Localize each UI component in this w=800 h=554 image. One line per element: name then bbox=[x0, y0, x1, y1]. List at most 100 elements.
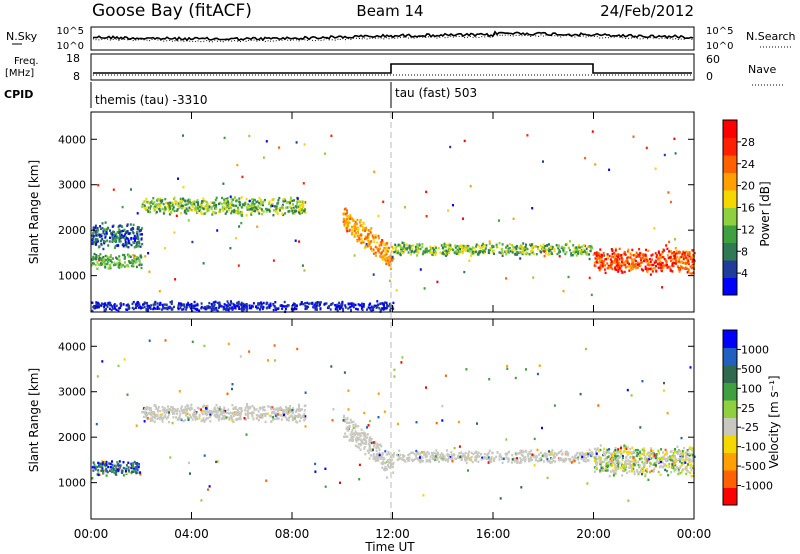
echo-cell bbox=[358, 304, 361, 307]
echo-cell bbox=[154, 307, 157, 310]
echo-cell bbox=[488, 378, 491, 381]
echo-cell bbox=[391, 245, 394, 249]
echo-cell bbox=[215, 415, 218, 419]
echo-cell bbox=[673, 455, 676, 458]
echo-cell bbox=[106, 262, 109, 265]
echo-cell bbox=[193, 410, 196, 413]
echo-cell bbox=[577, 250, 580, 254]
echo-cell bbox=[611, 255, 614, 258]
colorbar-swatch bbox=[723, 137, 737, 156]
echo-cell bbox=[269, 304, 272, 307]
echo-cell bbox=[410, 244, 413, 248]
echo-cell bbox=[241, 211, 244, 214]
echo-cell bbox=[628, 466, 631, 469]
echo-cell bbox=[329, 303, 332, 306]
echo-cell bbox=[365, 243, 368, 246]
echo-cell bbox=[356, 234, 359, 238]
echo-cell bbox=[420, 460, 423, 463]
echo-cell bbox=[223, 205, 226, 208]
echo-cell bbox=[555, 244, 558, 247]
echo-cell bbox=[635, 251, 638, 254]
echo-cell bbox=[521, 458, 524, 461]
echo-cell bbox=[593, 466, 596, 469]
echo-cell bbox=[189, 207, 192, 211]
echo-cell bbox=[354, 225, 357, 228]
echo-cell bbox=[632, 467, 635, 471]
y-tick-label: 2000 bbox=[58, 431, 86, 444]
echo-cell bbox=[675, 460, 678, 463]
echo-cell bbox=[417, 251, 420, 254]
echo-cell bbox=[360, 428, 363, 431]
echo-cell bbox=[398, 455, 401, 458]
echo-cell bbox=[217, 417, 220, 420]
echo-cell bbox=[636, 469, 638, 472]
echo-cell bbox=[134, 470, 137, 473]
echo-cell bbox=[266, 306, 269, 309]
echo-cell bbox=[241, 203, 244, 206]
echo-cell bbox=[140, 229, 142, 232]
echo-cell bbox=[95, 242, 98, 246]
echo-cell bbox=[564, 450, 567, 453]
echo-cell bbox=[250, 213, 253, 216]
echo-cell bbox=[222, 408, 225, 411]
echo-cell bbox=[663, 249, 666, 252]
echo-cell bbox=[286, 206, 289, 209]
echo-cell bbox=[477, 451, 480, 454]
echo-cell bbox=[375, 449, 378, 452]
echo-cell bbox=[242, 302, 245, 306]
echo-cell bbox=[544, 452, 547, 455]
echo-cell bbox=[522, 247, 525, 250]
echo-cell bbox=[625, 471, 628, 474]
echo-cell bbox=[244, 202, 247, 205]
echo-cell bbox=[93, 463, 96, 466]
echo-cell bbox=[531, 246, 533, 249]
echo-cell bbox=[354, 223, 357, 226]
colorbar-swatch bbox=[723, 207, 737, 226]
echo-cell bbox=[171, 421, 174, 425]
echo-cell bbox=[170, 406, 173, 409]
echo-cell bbox=[448, 251, 451, 255]
echo-cell bbox=[431, 452, 433, 455]
echo-cell bbox=[228, 204, 231, 207]
echo-cell bbox=[279, 406, 282, 409]
echo-cell bbox=[612, 471, 615, 474]
echo-cell bbox=[488, 240, 491, 243]
echo-cell bbox=[391, 247, 394, 250]
echo-cell bbox=[663, 381, 665, 385]
echo-cell bbox=[189, 472, 191, 475]
echo-cell bbox=[557, 247, 560, 250]
echo-cell bbox=[523, 457, 526, 460]
echo-cell bbox=[515, 250, 517, 254]
echo-cell bbox=[246, 307, 249, 311]
echo-cell bbox=[240, 410, 243, 413]
echo-cell bbox=[279, 304, 282, 307]
echo-cell bbox=[188, 417, 191, 420]
echo-cell bbox=[375, 306, 378, 309]
echo-cell bbox=[686, 453, 689, 456]
echo-cell bbox=[380, 241, 383, 244]
echo-cell bbox=[113, 237, 115, 240]
x-tick-label: 00:00 bbox=[677, 527, 712, 541]
echo-cell bbox=[590, 293, 593, 297]
echo-cell bbox=[281, 304, 284, 307]
echo-cell bbox=[346, 230, 349, 233]
echo-cell bbox=[626, 388, 629, 392]
echo-cell bbox=[122, 245, 125, 248]
echo-cell bbox=[376, 442, 379, 446]
echo-cell bbox=[113, 246, 116, 249]
echo-cell bbox=[436, 456, 439, 460]
echo-cell bbox=[400, 250, 403, 253]
echo-cell bbox=[284, 212, 287, 215]
echo-cell bbox=[141, 203, 144, 206]
echo-cell bbox=[118, 466, 121, 469]
echo-cell bbox=[627, 248, 630, 251]
echo-cell bbox=[208, 409, 211, 413]
echo-cell bbox=[168, 205, 171, 208]
echo-cell bbox=[392, 462, 395, 466]
echo-cell bbox=[671, 463, 674, 466]
echo-cell bbox=[621, 258, 623, 262]
echo-cell bbox=[464, 452, 467, 455]
echo-cell bbox=[394, 250, 397, 253]
echo-cell bbox=[182, 308, 185, 311]
echo-cell bbox=[109, 229, 111, 232]
